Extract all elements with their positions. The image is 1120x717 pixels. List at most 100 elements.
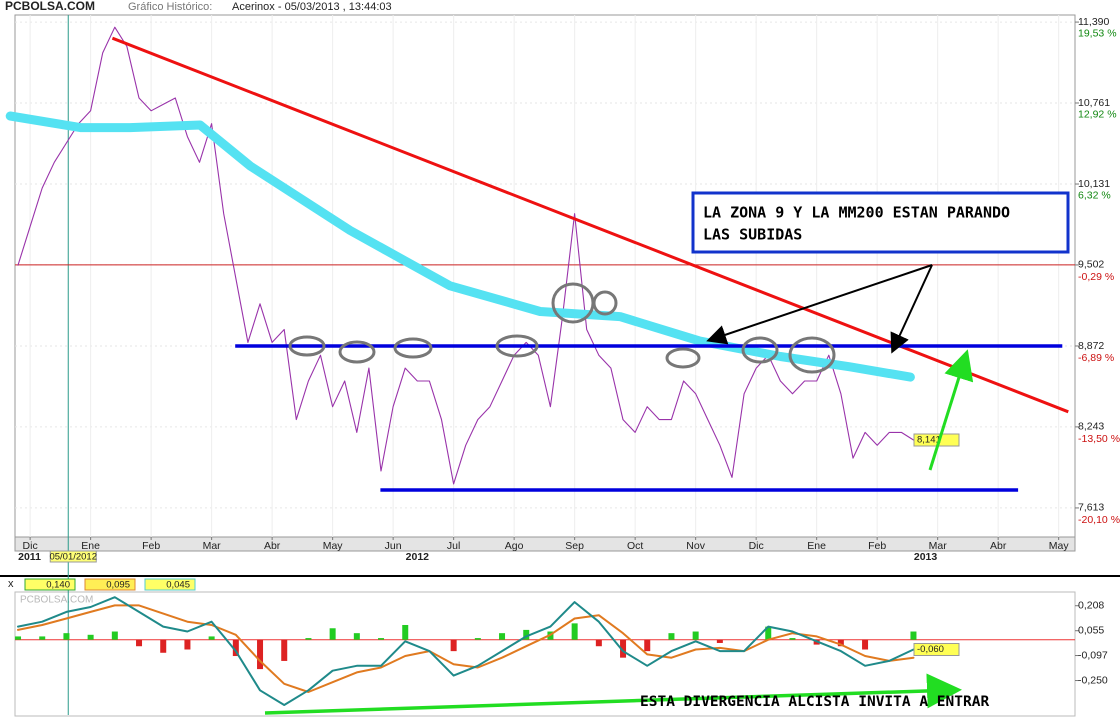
site-title: PCBOLSA.COM — [5, 0, 95, 13]
year-label: 2013 — [914, 551, 938, 563]
series-line — [17, 604, 915, 693]
histogram-bar — [862, 639, 869, 650]
histogram-bar — [620, 639, 627, 658]
histogram-bar — [111, 631, 118, 640]
y-tick-label: 10,131 — [1078, 178, 1110, 190]
histogram-bar — [305, 638, 312, 640]
year-label: 2012 — [406, 551, 430, 563]
histogram-bar — [668, 633, 675, 640]
note-text: ESTA DIVERGENCIA ALCISTA INVITA A ENTRAR — [640, 694, 989, 710]
histogram-bar — [765, 626, 772, 640]
year-label: 2011 — [18, 551, 41, 563]
x-tick-label: May — [323, 540, 344, 552]
x-tick-label: Sep — [565, 540, 584, 552]
watermark: PCBOLSA.COM — [20, 595, 93, 606]
series-line — [17, 596, 915, 706]
x-tick-label: Feb — [868, 540, 886, 552]
histogram-bar — [281, 639, 288, 661]
circle — [788, 336, 836, 374]
histogram-bar — [910, 631, 917, 640]
histogram-bar — [15, 636, 22, 640]
trend-line — [111, 36, 1069, 414]
highlight-circles — [288, 282, 836, 374]
y-tick-label: 9,502 — [1078, 259, 1104, 271]
instrument: Acerinox - 05/03/2013 , 13:44:03 — [232, 1, 392, 13]
x-tick-label: Oct — [627, 540, 643, 552]
histogram-bar — [523, 629, 530, 640]
y-tick-label: -0,097 — [1078, 649, 1108, 661]
histogram-bar — [837, 639, 844, 647]
y-tick-label: 10,761 — [1078, 97, 1110, 109]
y2-tick-label: 6,32 % — [1078, 190, 1111, 202]
histogram-bar — [595, 639, 602, 647]
histogram-bar — [208, 636, 215, 640]
histogram-bar — [257, 639, 264, 670]
readout-box — [84, 578, 136, 591]
circle — [592, 290, 618, 316]
x-tick-label: Nov — [686, 540, 705, 552]
histogram-bar — [571, 623, 578, 640]
histogram-bar — [474, 638, 481, 640]
cursor-box — [49, 550, 97, 563]
plot-layer: 11,390 10,761 10,131 9,502 8,872 8,243 7,613 19… — [5, 15, 1120, 715]
note-text: LAS SUBIDAS — [703, 226, 802, 244]
indicator-frame — [14, 591, 1076, 717]
histogram-bar — [402, 624, 409, 640]
arrow — [706, 264, 933, 345]
histogram-bar — [692, 631, 699, 640]
histogram-bar — [160, 639, 167, 653]
circle — [741, 336, 779, 364]
note-text: LA ZONA 9 Y LA MM200 ESTAN PARANDO — [703, 204, 1010, 222]
histogram-bar — [499, 633, 506, 640]
x-tick-label: Ene — [807, 540, 826, 552]
x-tick-label: Jun — [385, 540, 402, 552]
x-tick-label: Jul — [447, 540, 460, 552]
y-tick-label: 8,872 — [1078, 340, 1104, 352]
x-tick-label: Mar — [929, 540, 948, 552]
histogram-bar — [184, 639, 191, 650]
readout-box — [144, 578, 196, 591]
y-tick-label: 11,390 — [1078, 16, 1109, 28]
y2-tick-label: -20,10 % — [1078, 514, 1120, 526]
histogram-bar — [789, 638, 796, 640]
close-icon[interactable]: x — [8, 578, 14, 590]
series-line — [17, 26, 915, 485]
readout-label: 0,140 — [46, 580, 70, 591]
cursor-label: 05/01/2012 — [49, 552, 97, 563]
histogram-bar — [232, 639, 239, 657]
histogram-bar — [39, 636, 46, 640]
y-tick-label: -0,250 — [1078, 674, 1108, 686]
arrow — [890, 264, 933, 354]
subtitle: Gráfico Histórico: — [128, 1, 212, 13]
x-tick-label: Feb — [142, 540, 160, 552]
y2-tick-label: 19,53 % — [1078, 27, 1117, 39]
panel-separator — [0, 575, 1120, 577]
x-tick-label: Ene — [81, 540, 100, 552]
x-tick-label: Abr — [264, 540, 281, 552]
divergence-arrow — [264, 673, 962, 715]
y2-tick-label: 12,92 % — [1078, 109, 1117, 121]
x-tick-label: Mar — [203, 540, 222, 552]
y2-tick-label: -6,89 % — [1078, 352, 1114, 364]
x-tick-label: Ago — [505, 540, 524, 552]
readout-label: 0,045 — [166, 580, 190, 591]
note-box — [691, 191, 1070, 254]
y-tick-label: 0,208 — [1078, 600, 1104, 612]
circle — [338, 340, 376, 364]
histogram-bar — [378, 638, 385, 640]
y-tick-label: 7,613 — [1078, 502, 1104, 514]
histogram-bar — [87, 634, 94, 640]
x-tick-label: Abr — [990, 540, 1007, 552]
x-tick-label: May — [1049, 540, 1070, 552]
arrow — [928, 349, 974, 471]
histogram-bar — [353, 633, 360, 640]
last-value-box — [913, 642, 960, 656]
x-tick-label: Dic — [23, 540, 38, 552]
x-tick-label: Dic — [749, 540, 764, 552]
circle — [495, 334, 539, 358]
histogram-bar — [716, 639, 723, 643]
x-axis-band — [14, 536, 1076, 552]
readout-label: 0,095 — [106, 580, 130, 591]
last-value-label: -0,060 — [917, 644, 944, 655]
